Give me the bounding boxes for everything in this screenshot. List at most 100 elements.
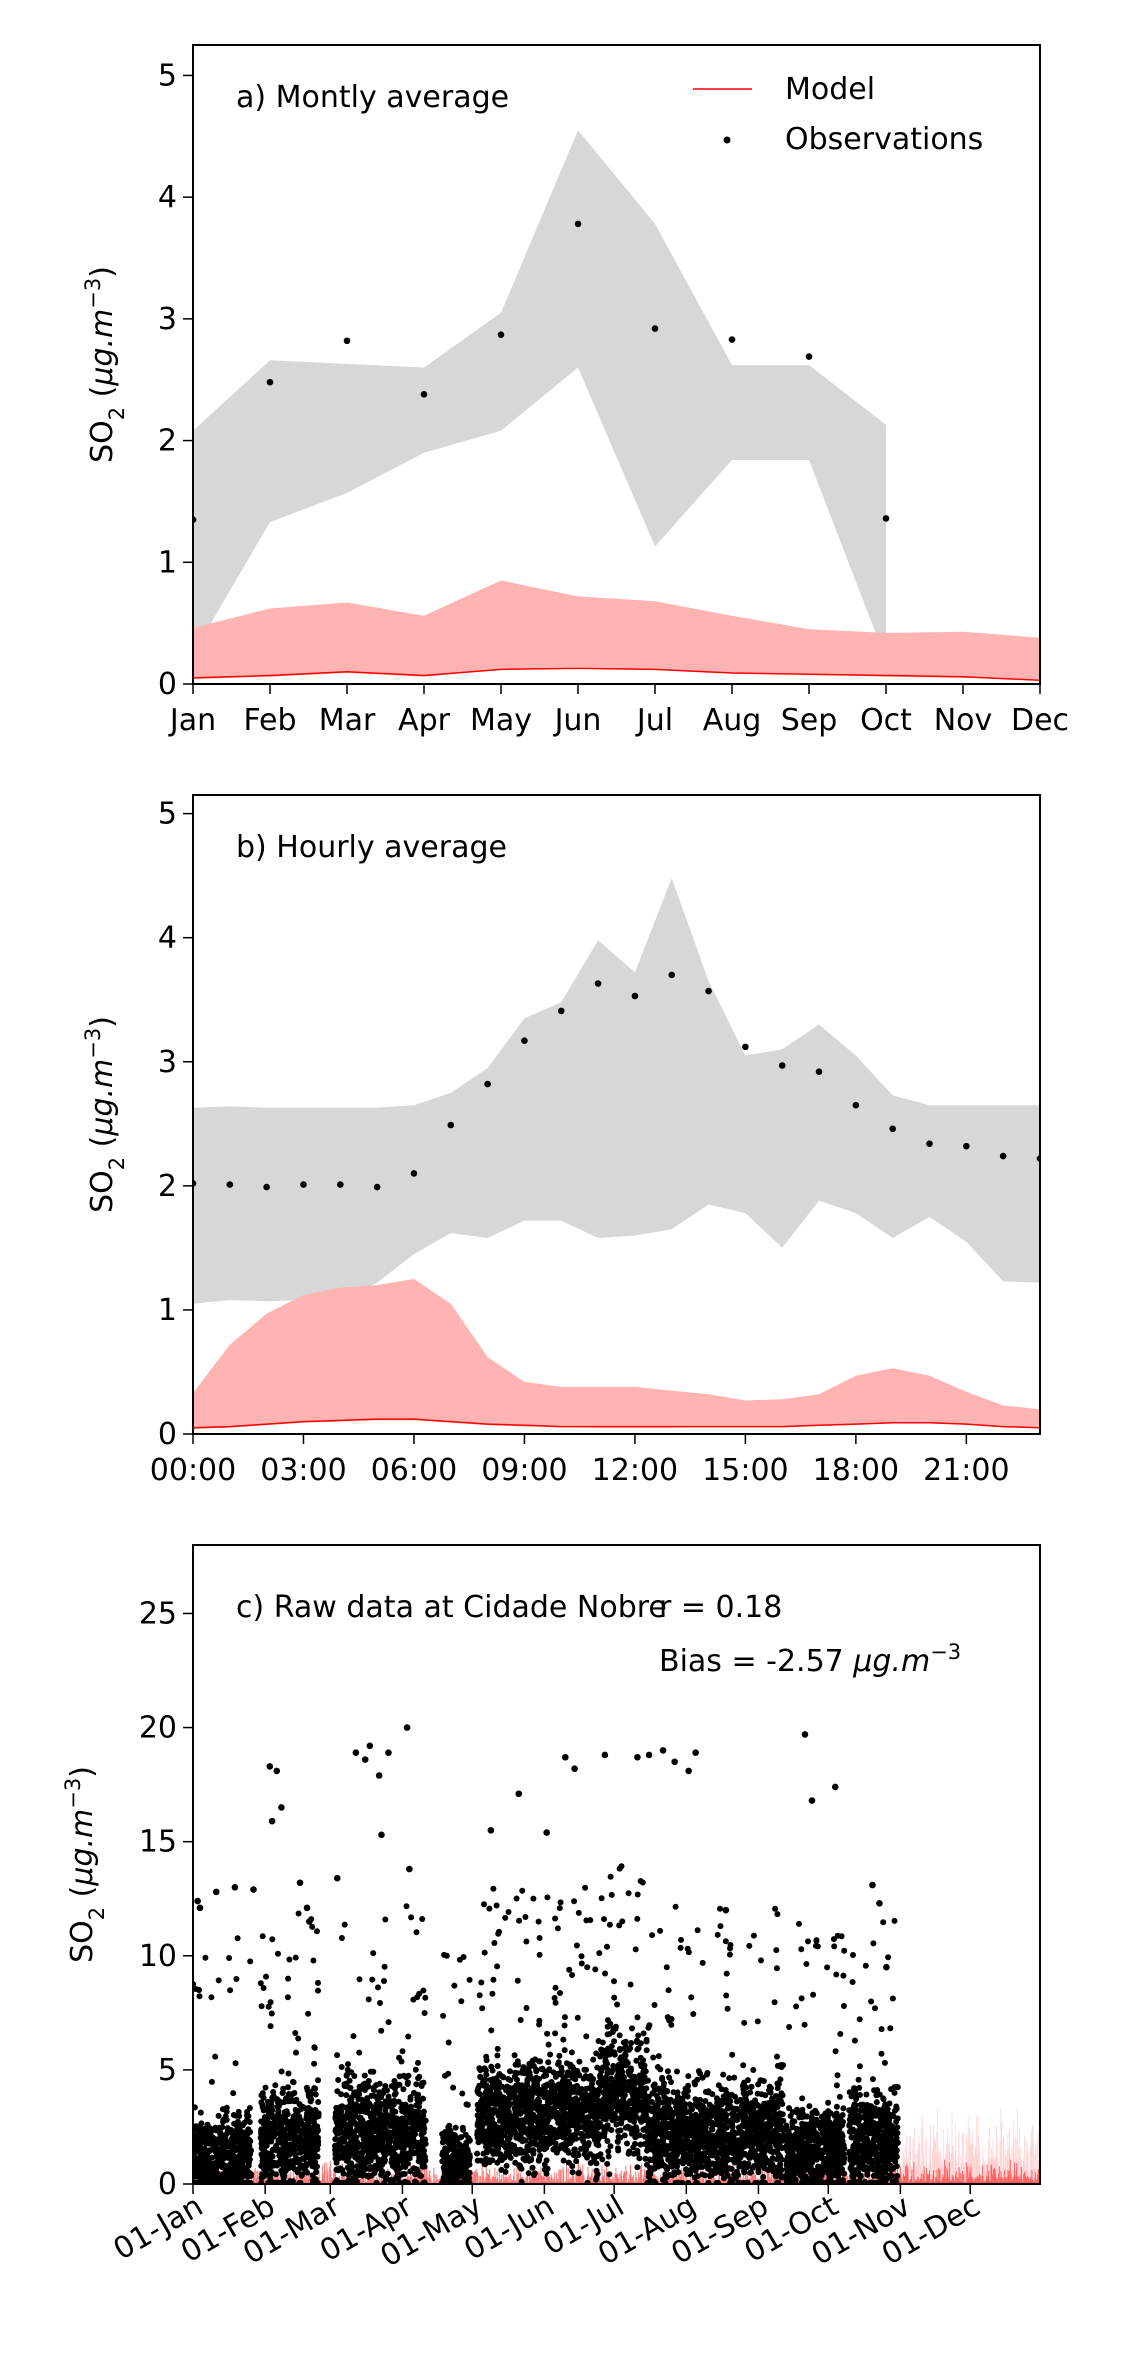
observation-point: [407, 2096, 414, 2103]
observation-point: [528, 2127, 535, 2134]
observation-point: [459, 2155, 466, 2162]
observation-point: [614, 2001, 621, 2008]
observation-point: [366, 2110, 373, 2117]
observation-point: [584, 2154, 591, 2161]
observation-point: [420, 2079, 427, 2086]
observation-point: [287, 2141, 294, 2148]
observation-point: [333, 2126, 340, 2133]
observation-point: [528, 2139, 535, 2146]
observation-point: [600, 2124, 607, 2131]
observation-point: [541, 2083, 548, 2090]
observation-point: [546, 2125, 553, 2132]
observation-point: [341, 2179, 348, 2184]
observation-point: [643, 2036, 650, 2043]
observation-point: [420, 2122, 427, 2129]
observation-point: [333, 2166, 340, 2173]
observation-point: [420, 1987, 427, 1994]
observation-point: [346, 2077, 353, 2084]
observation-point: [618, 2117, 625, 2124]
observation-point: [309, 2150, 316, 2157]
observation-point: [215, 1977, 222, 1984]
observation-point: [377, 2145, 384, 2152]
observation-point: [480, 2150, 487, 2157]
observation-point: [482, 2161, 489, 2168]
observation-point: [259, 1933, 266, 1940]
observation-point: [279, 2089, 286, 2096]
observation-point: [520, 2129, 527, 2136]
observation-point: [457, 2143, 464, 2149]
y-label-main: SO: [85, 420, 120, 463]
observation-point: [889, 1125, 896, 1133]
observation-point: [565, 2069, 571, 2076]
observation-point: [258, 2175, 265, 2181]
observation-point: [297, 2136, 304, 2143]
observation-point: [477, 2126, 484, 2133]
observation-point: [657, 1927, 664, 1934]
observation-point: [315, 1979, 321, 1986]
observation-point: [582, 2147, 589, 2154]
observation-point: [635, 2077, 642, 2084]
observation-point: [677, 2099, 684, 2106]
observation-point: [460, 2126, 467, 2133]
observation-point: [584, 1964, 591, 1971]
observation-point: [503, 2103, 510, 2110]
observation-point: [414, 1994, 421, 2001]
y-label-unit-close: ): [85, 266, 120, 278]
observation-point: [564, 2125, 570, 2132]
observation-point: [519, 2117, 526, 2124]
observation-point: [561, 2079, 568, 2086]
observation-point: [584, 2179, 591, 2184]
observation-point: [552, 2070, 559, 2077]
observation-point: [381, 1963, 388, 1970]
observation-point: [516, 2136, 523, 2143]
x-tick-label: Sep: [781, 703, 838, 738]
observation-point: [640, 2030, 647, 2037]
observation-point: [368, 2172, 375, 2179]
observation-point: [272, 2082, 279, 2089]
observation-point: [394, 2155, 400, 2162]
observation-point: [260, 2094, 267, 2101]
observation-point: [378, 2027, 385, 2034]
observation-point: [451, 2179, 458, 2184]
observation-point: [207, 2147, 214, 2154]
observation-point: [578, 1953, 585, 1960]
x-tick-label: Oct: [860, 703, 912, 738]
observation-point: [620, 2039, 627, 2046]
observation-point: [609, 2093, 616, 2100]
observation-point: [492, 2137, 499, 2144]
observation-point: [496, 2071, 503, 2077]
observation-point: [231, 2147, 238, 2154]
observation-point: [630, 2089, 637, 2096]
observation-point: [404, 2119, 411, 2125]
observation-point: [604, 2031, 611, 2038]
observation-point: [298, 2172, 305, 2179]
model-series-tail: [883, 2107, 1040, 2184]
observation-point: [551, 1995, 558, 2001]
observation-point: [275, 1950, 281, 1957]
observation-point: [356, 1976, 363, 1983]
observation-point: [201, 2145, 208, 2152]
observation-point: [565, 2149, 572, 2156]
observation-point: [536, 1935, 543, 1941]
observation-point: [568, 2049, 575, 2056]
observation-point: [492, 2095, 499, 2101]
observation-point: [728, 2091, 735, 2098]
observation-point: [401, 2128, 408, 2135]
observation-point: [716, 2166, 723, 2173]
observation-point: [203, 2167, 210, 2174]
observation-point: [259, 2134, 266, 2141]
observation-point: [602, 2074, 609, 2081]
observation-point: [272, 2116, 279, 2123]
observation-point: [513, 2146, 520, 2153]
observation-point: [569, 1972, 576, 1978]
observation-point: [442, 2165, 449, 2172]
observation-point: [261, 2126, 268, 2132]
y-label-subscript: 2: [105, 407, 129, 420]
observation-point: [524, 2079, 531, 2086]
observation-point: [311, 2085, 318, 2092]
observation-point: [404, 2179, 411, 2184]
observation-point: [546, 2130, 553, 2136]
observation-point: [196, 1987, 203, 1993]
observation-point: [366, 2100, 373, 2107]
x-tick-label: 15:00: [702, 1453, 788, 1488]
